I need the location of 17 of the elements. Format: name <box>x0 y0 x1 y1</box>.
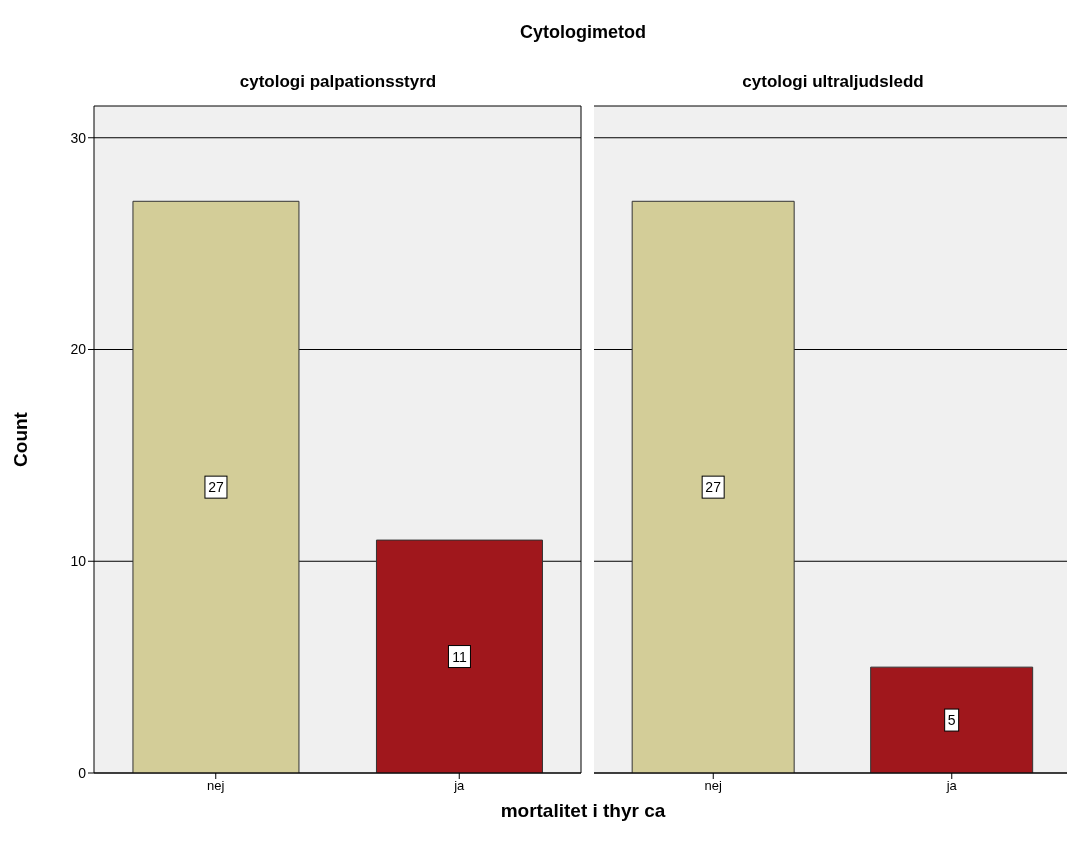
y-tick-label: 20 <box>70 341 87 358</box>
x-tick-label: ja <box>945 778 958 794</box>
y-tick-label: 0 <box>78 764 87 781</box>
y-tick-label: 10 <box>70 553 87 570</box>
data-label: 27 <box>705 479 722 496</box>
data-label: 5 <box>947 712 956 729</box>
x-axis-title: mortalitet i thyr ca <box>499 800 667 822</box>
y-axis-title: Count <box>9 411 31 467</box>
y-tick-label: 30 <box>70 129 87 146</box>
x-tick-label: nej <box>704 778 723 794</box>
data-label: 11 <box>452 648 467 665</box>
chart-title: cytologi palpationsstyrd <box>238 71 438 93</box>
text: Cytologimetod <box>519 22 647 43</box>
x-tick-label: nej <box>207 778 225 794</box>
data-label: 27 <box>208 479 224 496</box>
x-tick-label: ja <box>453 778 466 794</box>
chart-title: cytologi ultraljudsledd <box>741 71 925 93</box>
